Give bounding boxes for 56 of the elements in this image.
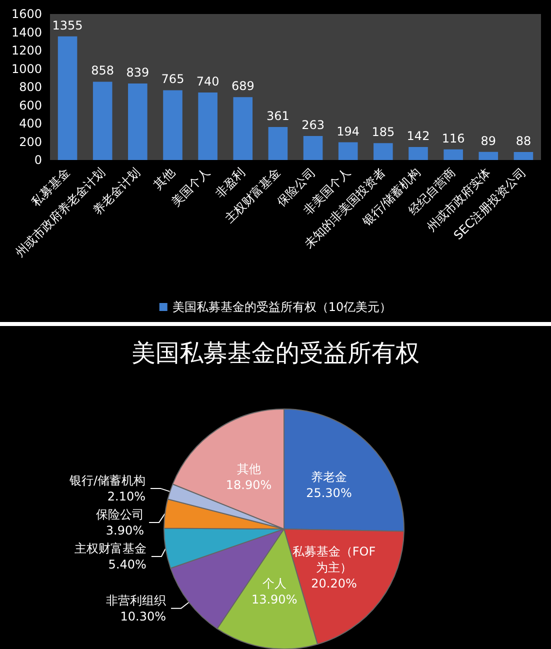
chart-title: 美国私募基金的受益所有权 (132, 339, 420, 367)
bar (268, 127, 288, 160)
y-tick-label: 1400 (11, 25, 42, 40)
data-label: 185 (372, 125, 395, 140)
data-label: 858 (91, 64, 114, 78)
slice-label: 个人 (262, 576, 286, 590)
y-tick-label: 1600 (11, 7, 42, 21)
y-tick-label: 1000 (11, 62, 42, 76)
data-label: 89 (480, 134, 496, 148)
data-label: 361 (266, 109, 290, 124)
y-tick-label: 800 (19, 80, 42, 94)
data-label: 194 (336, 124, 360, 138)
bar (92, 82, 112, 160)
data-label: 5.40% (108, 557, 146, 572)
y-tick-label: 600 (19, 98, 42, 112)
bar (58, 36, 78, 160)
y-tick-label: 0 (34, 153, 42, 167)
data-label: 689 (231, 79, 254, 94)
data-label: 18.90% (226, 478, 272, 492)
bar (408, 147, 428, 160)
x-tick-label: 其他 (150, 165, 178, 192)
data-label: 3.90% (106, 523, 144, 538)
y-tick-label: 200 (19, 134, 42, 149)
slice-label: 非营利组织 (106, 593, 166, 608)
slice-label: 私募基金（FOF为主） (292, 544, 376, 574)
slice-label: 其他 (236, 462, 261, 476)
bar (478, 152, 498, 160)
data-label: 116 (442, 131, 465, 146)
slice-label: 养老金 (310, 470, 347, 484)
bar (444, 149, 463, 160)
data-label: 740 (196, 74, 220, 88)
data-label: 25.30% (306, 486, 352, 500)
bar (303, 136, 323, 160)
data-label: 13.90% (251, 592, 298, 606)
bar (374, 143, 393, 160)
bar (338, 142, 358, 160)
bar (198, 92, 218, 160)
data-label: 10.30% (120, 609, 166, 624)
slice-label: 主权财富基金 (74, 541, 146, 556)
y-tick-label: 400 (19, 116, 42, 130)
bar (163, 90, 182, 160)
data-label: 142 (406, 129, 430, 144)
data-label: 765 (161, 72, 184, 86)
bar (514, 152, 534, 160)
data-label: 1355 (52, 18, 83, 32)
data-label: 2.10% (107, 489, 146, 504)
data-label: 88 (516, 134, 532, 148)
data-label: 839 (126, 65, 150, 80)
slice-label: 银行/储蓄机构 (68, 473, 146, 488)
y-tick-label: 1200 (11, 44, 42, 58)
slice-label: 保险公司 (96, 507, 144, 522)
data-label: 20.20% (311, 576, 357, 590)
legend-label: 美国私募基金的受益所有权（10亿美元） (172, 300, 392, 314)
data-label: 263 (302, 118, 324, 132)
bar (233, 97, 253, 160)
bar (128, 83, 148, 160)
